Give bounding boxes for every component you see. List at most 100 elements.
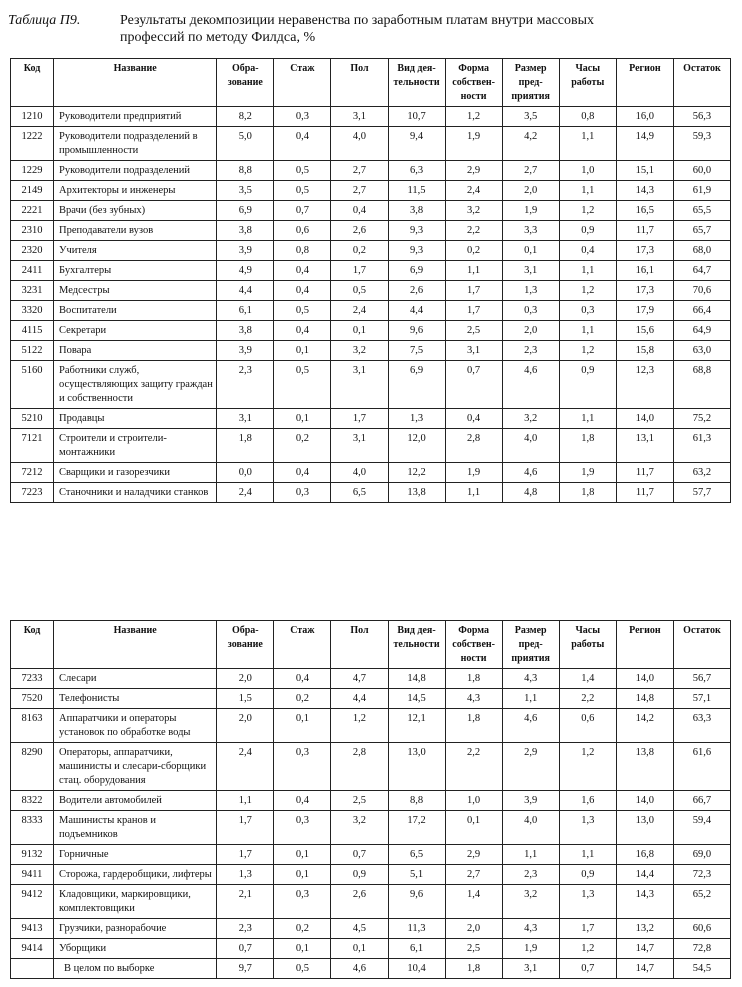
value-cell: 2,6 — [330, 220, 389, 241]
value-cell: 1,2 — [558, 280, 617, 301]
value-cell: 4,0 — [330, 462, 389, 483]
value-cell: 6,5 — [330, 482, 389, 503]
value-cell: 14,0 — [615, 408, 674, 429]
value-cell: 16,5 — [615, 200, 674, 221]
occupation-name: Аппаратчики и операторы установок по обр… — [53, 708, 218, 743]
value-cell: 9,3 — [387, 220, 446, 241]
value-cell: 3,1 — [501, 958, 560, 979]
value-cell: 75,2 — [672, 408, 732, 429]
value-cell: 2,5 — [444, 320, 503, 341]
value-cell: 1,1 — [444, 260, 503, 281]
value-cell: 2,4 — [216, 742, 275, 791]
occupation-name: Строители и строители-монтажники — [53, 428, 218, 463]
occupation-name: Станочники и наладчики станков — [53, 482, 218, 503]
value-cell: 10,4 — [387, 958, 446, 979]
occupation-name: Секретари — [53, 320, 218, 341]
value-cell: 9,6 — [387, 884, 446, 919]
value-cell: 1,8 — [444, 708, 503, 743]
value-cell: 13,2 — [615, 918, 674, 939]
value-cell: 1,4 — [444, 884, 503, 919]
value-cell: 1,3 — [558, 884, 617, 919]
column-header: Размер пред-приятия — [501, 620, 560, 669]
value-cell: 6,3 — [387, 160, 446, 181]
value-cell: 14,5 — [387, 688, 446, 709]
value-cell: 1,3 — [558, 810, 617, 845]
value-cell: 3,2 — [330, 340, 389, 361]
value-cell: 0,4 — [273, 462, 332, 483]
table-row: 4115 Секретари 3,8 0,4 0,1 9,6 2,5 2,0 1,1 15,6 64… — [9, 320, 732, 341]
value-cell: 0,3 — [501, 300, 560, 321]
value-cell: 12,2 — [387, 462, 446, 483]
value-cell: 15,8 — [615, 340, 674, 361]
value-cell: 61,9 — [672, 180, 732, 201]
value-cell: 14,8 — [387, 668, 446, 689]
column-header: Обра-зование — [216, 58, 275, 107]
value-cell: 0,4 — [330, 200, 389, 221]
value-cell: 2,3 — [501, 340, 560, 361]
value-cell: 5,0 — [216, 126, 275, 161]
header-row: Код Название Обра-зование Стаж Пол Вид дея-те… — [9, 620, 732, 669]
value-cell: 4,6 — [330, 958, 389, 979]
value-cell: 13,8 — [387, 482, 446, 503]
value-cell: 1,7 — [444, 300, 503, 321]
value-cell: 2,4 — [444, 180, 503, 201]
value-cell: 1,0 — [444, 790, 503, 811]
value-cell: 0,2 — [273, 688, 332, 709]
value-cell: 17,3 — [615, 280, 674, 301]
occupation-name: Медсестры — [53, 280, 218, 301]
column-header: Вид дея-тельности — [387, 58, 446, 107]
value-cell: 63,0 — [672, 340, 732, 361]
table-row: 8322 Водители автомобилей 1,1 0,4 2,5 8,8 1,0 3… — [9, 790, 732, 811]
occupation-name: Машинисты кранов и подъемников — [53, 810, 218, 845]
occupation-code: 8163 — [9, 708, 55, 743]
value-cell: 0,1 — [330, 320, 389, 341]
value-cell: 0,4 — [558, 240, 617, 261]
decomposition-table-part-2: Код Название Обра-зование Стаж Пол Вид дея-те… — [9, 620, 732, 979]
value-cell: 0,1 — [273, 408, 332, 429]
value-cell: 2,0 — [216, 708, 275, 743]
value-cell: 1,9 — [501, 938, 560, 959]
value-cell: 2,6 — [330, 884, 389, 919]
value-cell: 2,9 — [444, 844, 503, 865]
occupation-name: Учителя — [53, 240, 218, 261]
value-cell: 0,3 — [273, 742, 332, 791]
occupation-name: Сторожа, гардеробщики, лифтеры — [53, 864, 218, 885]
value-cell: 1,2 — [558, 742, 617, 791]
value-cell: 0,2 — [444, 240, 503, 261]
table-row: 5210 Продавцы 3,1 0,1 1,7 1,3 0,4 3,2 1,1 14,0 75,… — [9, 408, 732, 429]
value-cell: 4,0 — [330, 126, 389, 161]
occupation-name: Руководители подразделений — [53, 160, 218, 181]
column-header: Остаток — [672, 58, 732, 107]
value-cell: 65,5 — [672, 200, 732, 221]
column-header: Часы работы — [558, 58, 617, 107]
value-cell: 59,3 — [672, 126, 732, 161]
value-cell: 12,3 — [615, 360, 674, 409]
value-cell: 12,0 — [387, 428, 446, 463]
value-cell: 1,7 — [330, 260, 389, 281]
value-cell: 0,4 — [273, 126, 332, 161]
table-row: 7212 Сварщики и газорезчики 0,0 0,4 4,0 12,2 1… — [9, 462, 732, 483]
value-cell: 0,2 — [273, 428, 332, 463]
value-cell: 4,7 — [330, 668, 389, 689]
value-cell: 0,4 — [273, 790, 332, 811]
value-cell: 14,0 — [615, 668, 674, 689]
table-row: 1222 Руководители подразделений в промышл… — [9, 126, 732, 161]
value-cell: 1,3 — [501, 280, 560, 301]
value-cell: 61,6 — [672, 742, 732, 791]
occupation-name: Телефонисты — [53, 688, 218, 709]
value-cell: 5,1 — [387, 864, 446, 885]
value-cell: 0,7 — [558, 958, 617, 979]
column-header: Размер пред-приятия — [501, 58, 560, 107]
value-cell: 1,7 — [444, 280, 503, 301]
value-cell: 3,2 — [330, 810, 389, 845]
value-cell: 3,1 — [444, 340, 503, 361]
value-cell: 63,3 — [672, 708, 732, 743]
value-cell: 14,9 — [615, 126, 674, 161]
value-cell: 0,1 — [501, 240, 560, 261]
value-cell: 1,5 — [216, 688, 275, 709]
column-header: Остаток — [672, 620, 732, 669]
value-cell: 0,1 — [273, 340, 332, 361]
value-cell: 14,3 — [615, 180, 674, 201]
occupation-code — [9, 958, 55, 979]
table-row: 8163 Аппаратчики и операторы установок по… — [9, 708, 732, 743]
